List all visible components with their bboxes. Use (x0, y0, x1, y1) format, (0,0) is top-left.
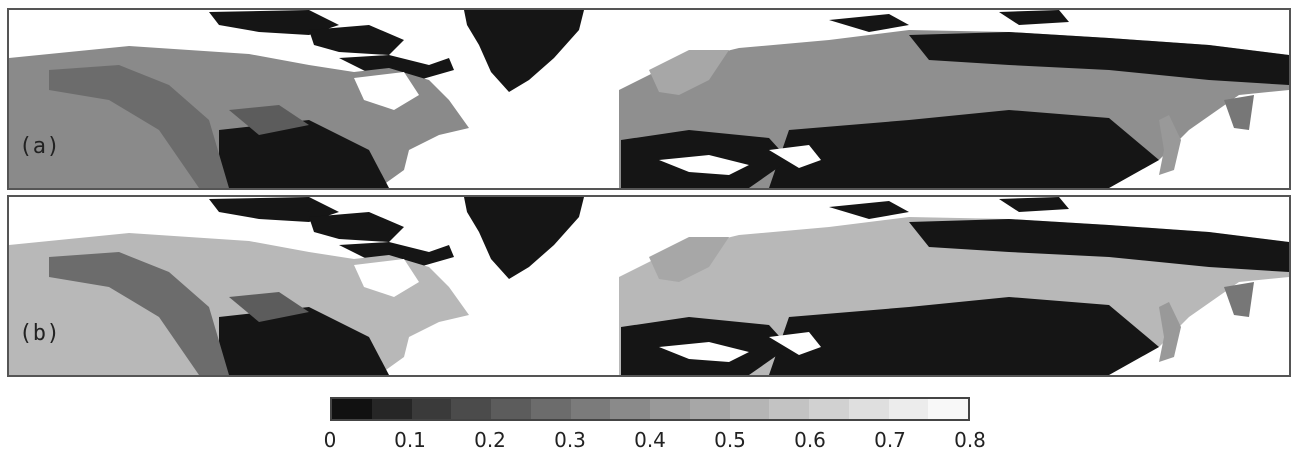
land-region (354, 72, 419, 110)
colorbar-swatch (491, 399, 531, 419)
map-panel-a: (a) (7, 8, 1291, 190)
land-region (229, 292, 309, 322)
map-image-b (9, 197, 1289, 375)
land-region (1159, 302, 1181, 362)
colorbar-tick-label: 0.3 (554, 428, 586, 452)
land-region (219, 307, 389, 375)
colorbar-tick-label: 0.1 (394, 428, 426, 452)
land-region (1224, 282, 1254, 317)
land-region (49, 252, 229, 375)
colorbar-tick-label: 0.8 (954, 428, 986, 452)
land-region (339, 242, 454, 267)
land-region (309, 25, 404, 55)
colorbar-swatch (769, 399, 809, 419)
colorbar-tick-label: 0.7 (874, 428, 906, 452)
land-region (659, 155, 749, 175)
colorbar-swatch (848, 399, 889, 419)
land-region (209, 197, 339, 222)
colorbar-swatch (928, 399, 968, 419)
land-region (999, 197, 1069, 212)
colorbar-swatch (729, 399, 770, 419)
colorbar-ticks: 0 0.1 0.2 0.3 0.4 0.5 0.6 0.7 0.8 (0, 428, 1292, 458)
colorbar-tick-label: 0 (323, 428, 337, 452)
land-region (464, 197, 584, 279)
colorbar-swatch (411, 399, 452, 419)
land-region (1159, 115, 1181, 175)
land-region (769, 110, 1159, 188)
panel-label-b: (b) (19, 321, 61, 346)
land-region (659, 342, 749, 362)
colorbar-tick-label: 0.2 (474, 428, 506, 452)
map-panel-b: (b) (7, 195, 1291, 377)
land-region (999, 10, 1069, 25)
land-region (649, 50, 729, 95)
land-region (219, 120, 389, 188)
colorbar-tick-label: 0.6 (794, 428, 826, 452)
land-region (1224, 95, 1254, 130)
colorbar-swatch (650, 399, 690, 419)
colorbar (330, 397, 970, 421)
colorbar-swatch (809, 399, 849, 419)
land-region (209, 10, 339, 35)
map-image-a (9, 10, 1289, 188)
colorbar-swatch (451, 399, 491, 419)
land-region (229, 105, 309, 135)
land-region (309, 212, 404, 242)
land-region (909, 219, 1289, 272)
colorbar-tick-label: 0.4 (634, 428, 666, 452)
land-region (829, 14, 909, 32)
colorbar-tick-label: 0.5 (714, 428, 746, 452)
land-region (649, 237, 729, 282)
colorbar-swatch (888, 399, 929, 419)
land-region (339, 55, 454, 80)
colorbar-swatch (332, 399, 372, 419)
land-region (769, 332, 821, 355)
land-region (769, 297, 1159, 375)
land-region (909, 32, 1289, 85)
land-region (464, 10, 584, 92)
panel-label-a: (a) (19, 134, 61, 159)
colorbar-swatch (371, 399, 412, 419)
colorbar-swatch (530, 399, 571, 419)
land-region (354, 259, 419, 297)
land-region (49, 65, 229, 188)
colorbar-swatch (689, 399, 730, 419)
colorbar-swatch (610, 399, 650, 419)
land-region (829, 201, 909, 219)
colorbar-swatch (570, 399, 611, 419)
land-region (769, 145, 821, 168)
